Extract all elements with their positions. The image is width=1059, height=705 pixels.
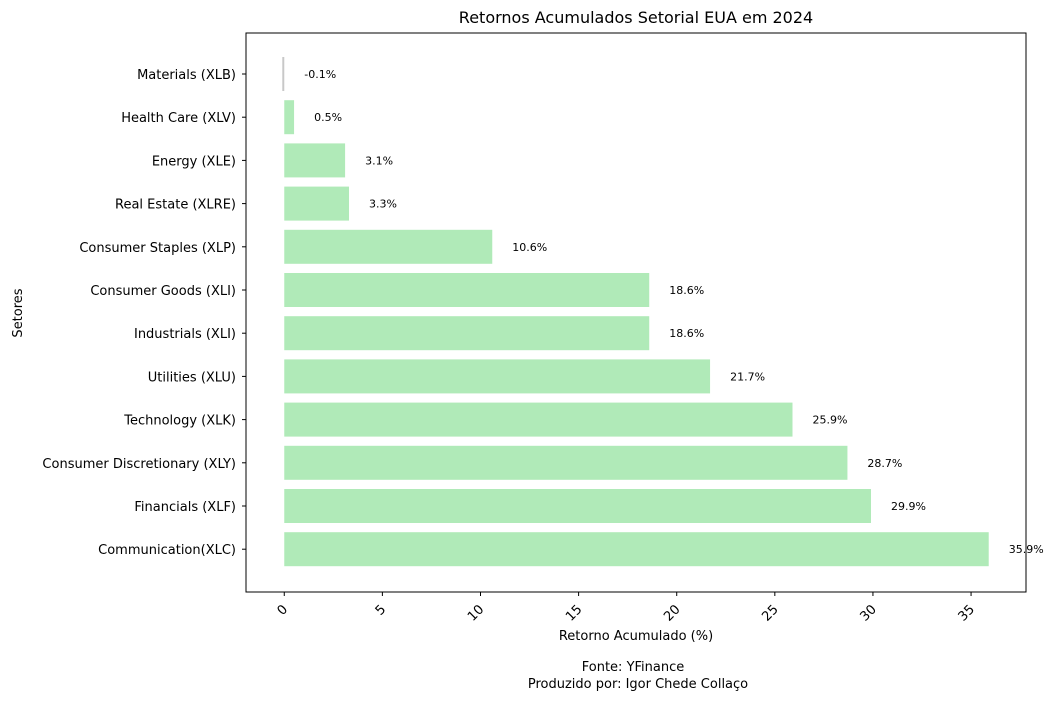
y-tick-label: Utilities (XLU)	[148, 370, 236, 385]
bar-data-label: 3.1%	[365, 154, 393, 167]
x-tick-label: 30	[857, 602, 879, 624]
bar	[284, 273, 650, 307]
y-tick-label: Technology (XLK)	[123, 414, 236, 429]
bar-data-label: 18.6%	[669, 284, 704, 297]
y-tick-label: Consumer Discretionary (XLY)	[42, 457, 236, 472]
y-axis-ticks: Materials (XLB) Health Care (XLV) Energy (…	[42, 68, 246, 558]
y-tick-label: Real Estate (XLRE)	[115, 198, 236, 213]
bars-layer	[282, 57, 989, 567]
bar-data-label: 25.9%	[812, 414, 847, 427]
bar	[284, 445, 848, 480]
bar	[284, 532, 989, 567]
footer-author: Produzido por: Igor Chede Collaço	[528, 677, 748, 692]
bar-data-label: 3.3%	[369, 198, 397, 211]
x-tick-label: 20	[661, 602, 683, 624]
footer-source: Fonte: YFinance	[582, 660, 685, 675]
bar-data-label: 29.9%	[891, 500, 926, 513]
y-tick-label: Consumer Goods (XLI)	[90, 284, 236, 299]
y-tick-label: Communication(XLC)	[98, 543, 236, 558]
y-tick-label: Energy (XLE)	[152, 154, 236, 169]
x-axis-ticks: 0 5 10 15 20 25 30 35	[275, 592, 978, 625]
x-tick-label: 5	[373, 602, 389, 618]
plot-area-frame	[245, 32, 1027, 593]
x-axis-label: Retorno Acumulado (%)	[559, 629, 713, 644]
bar	[284, 143, 346, 178]
y-tick-label: Industrials (XLI)	[134, 327, 236, 342]
chart-title: Retornos Acumulados Setorial EUA em 2024	[459, 8, 813, 27]
y-tick-label: Consumer Staples (XLP)	[79, 241, 236, 256]
bar-data-label: 18.6%	[669, 327, 704, 340]
bar	[284, 359, 711, 394]
bar-data-label: 0.5%	[314, 111, 342, 124]
bar	[284, 316, 650, 351]
y-tick-label: Materials (XLB)	[137, 68, 236, 83]
bar-data-label: 21.7%	[730, 370, 765, 383]
x-tick-label: 15	[563, 602, 585, 624]
bar	[284, 100, 295, 135]
y-tick-label: Health Care (XLV)	[121, 111, 236, 126]
bar	[284, 402, 793, 437]
y-tick-label: Financials (XLF)	[134, 500, 236, 515]
bar	[284, 186, 350, 221]
bar	[284, 229, 493, 264]
x-tick-label: 25	[759, 602, 781, 624]
x-tick-label: 35	[956, 602, 978, 624]
x-tick-label: 10	[465, 602, 487, 624]
bar-data-label: 10.6%	[512, 241, 547, 254]
data-labels-layer: -0.1% 0.5% 3.1% 3.3% 10.6% 18.6% 18.6% 21.7% 25.…	[304, 68, 1043, 556]
bar-data-label: 28.7%	[867, 457, 902, 470]
bar	[282, 57, 285, 91]
x-tick-label: 0	[275, 602, 291, 618]
bar-data-label: -0.1%	[304, 68, 336, 81]
y-axis-label: Setores	[11, 288, 26, 337]
bar	[284, 489, 871, 523]
